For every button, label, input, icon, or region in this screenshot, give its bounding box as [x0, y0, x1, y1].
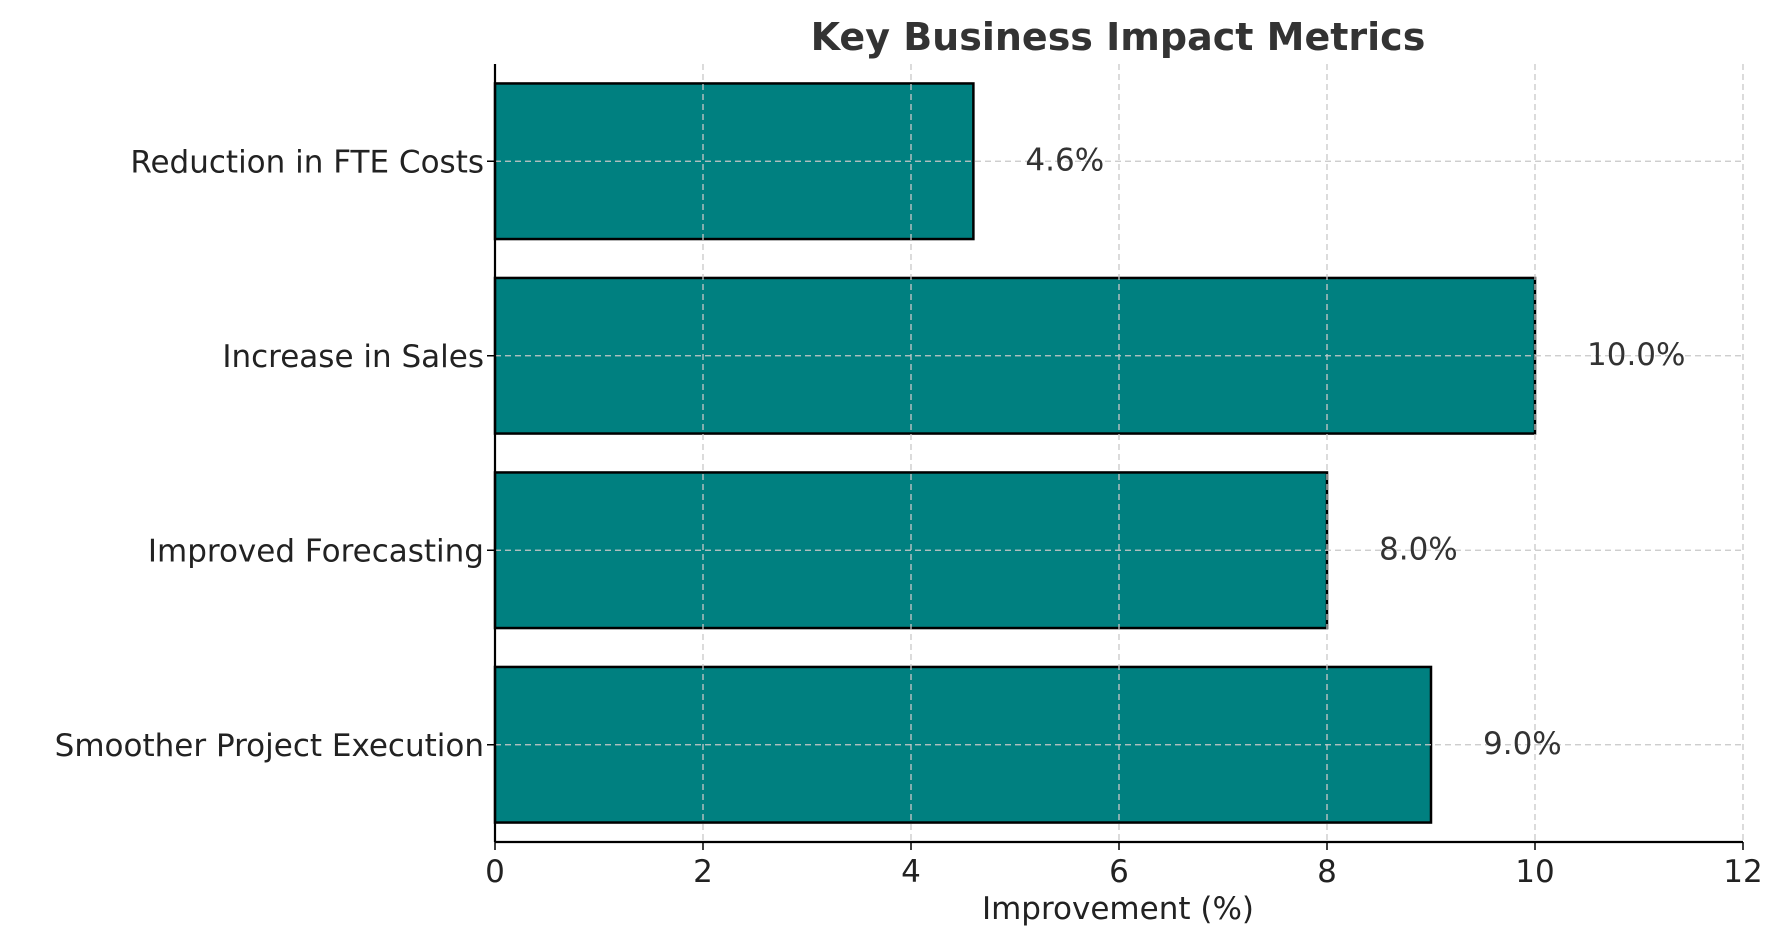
x-tick-label: 12: [1723, 854, 1762, 890]
x-tick-label: 8: [1317, 854, 1337, 890]
x-tick-label: 4: [901, 854, 921, 890]
category-label: Increase in Sales: [222, 339, 484, 375]
bar-value-label: 9.0%: [1483, 726, 1562, 762]
x-tick-label: 10: [1515, 854, 1554, 890]
bar: [493, 82, 975, 241]
chart-title: Key Business Impact Metrics: [811, 15, 1426, 59]
bar-value-label: 10.0%: [1587, 337, 1685, 373]
labels: Reduction in FTE Costs 4.6% Increase in Sa…: [55, 142, 1763, 890]
category-label: Reduction in FTE Costs: [130, 144, 484, 180]
x-axis-label: Improvement (%): [982, 891, 1254, 927]
category-label: Smoother Project Execution: [55, 728, 484, 764]
category-label: Improved Forecasting: [148, 533, 484, 569]
bar-value-label: 8.0%: [1379, 531, 1458, 567]
x-tick-label: 2: [693, 854, 713, 890]
x-tick-label: 6: [1109, 854, 1129, 890]
bar-value-label: 4.6%: [1025, 142, 1104, 178]
x-tick-label: 0: [485, 854, 505, 890]
axes: [487, 64, 1744, 850]
grid-lines: [494, 64, 1744, 842]
